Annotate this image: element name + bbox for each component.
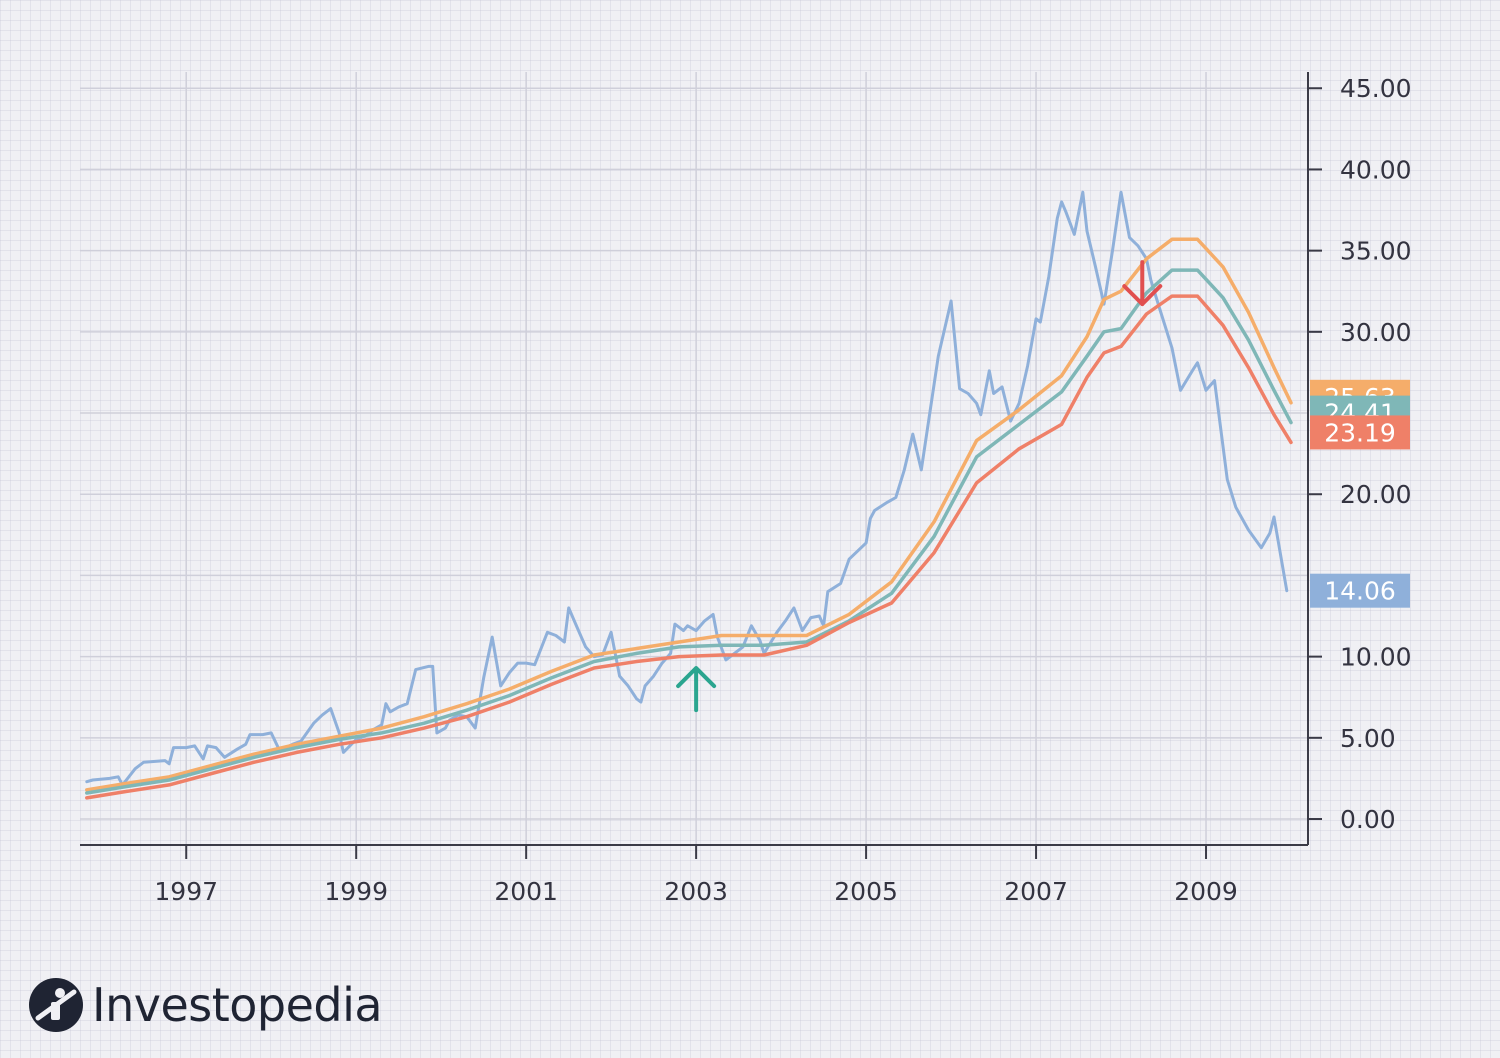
- chart-annotations: [676, 260, 1163, 713]
- moving-average-middle-line: [85, 268, 1293, 795]
- sell-signal-arrow-down-icon: [1122, 260, 1163, 307]
- y-tick-label: 35.00: [1340, 237, 1412, 266]
- y-axis-ticks: 0.00 5.00 10.00 20.00 30.00 35.00 40.00 45.00: [1308, 74, 1412, 834]
- x-tick-label: 2005: [834, 877, 898, 906]
- y-tick-label: 0.00: [1340, 805, 1396, 834]
- chart-grid: [80, 72, 1308, 845]
- y-tick-label: 10.00: [1340, 643, 1412, 672]
- x-tick-label: 2001: [494, 877, 558, 906]
- moving-average-lower-line: [85, 294, 1293, 800]
- y-tick-label: 30.00: [1340, 318, 1412, 347]
- x-tick-label: 2003: [664, 877, 728, 906]
- buy-signal-arrow-up-icon: [676, 666, 717, 713]
- chart-series: [85, 190, 1293, 800]
- brand-name: Investopedia: [92, 978, 383, 1032]
- brand-logo: Investopedia: [28, 974, 383, 1036]
- y-tick-label: 5.00: [1340, 724, 1396, 753]
- price-value-badge: 14.06: [1310, 573, 1410, 608]
- chart-axes: [80, 72, 1309, 846]
- badge-value-label: 23.19: [1324, 418, 1396, 447]
- lower-average-value-badge: 23.19: [1310, 415, 1410, 450]
- y-tick-label: 45.00: [1340, 74, 1412, 103]
- investopedia-logo-icon: [29, 978, 83, 1032]
- x-tick-label: 2007: [1004, 877, 1068, 906]
- x-tick-label: 1997: [154, 877, 218, 906]
- moving-average-upper-line: [85, 237, 1293, 792]
- y-tick-label: 20.00: [1340, 480, 1412, 509]
- x-axis-ticks: 1997 1999 2001 2003 2005 2007 2009: [154, 845, 1238, 906]
- x-tick-label: 2009: [1174, 877, 1238, 906]
- y-tick-label: 40.00: [1340, 155, 1412, 184]
- x-tick-label: 1999: [324, 877, 388, 906]
- badge-value-label: 14.06: [1324, 577, 1396, 606]
- price-line: [85, 190, 1289, 787]
